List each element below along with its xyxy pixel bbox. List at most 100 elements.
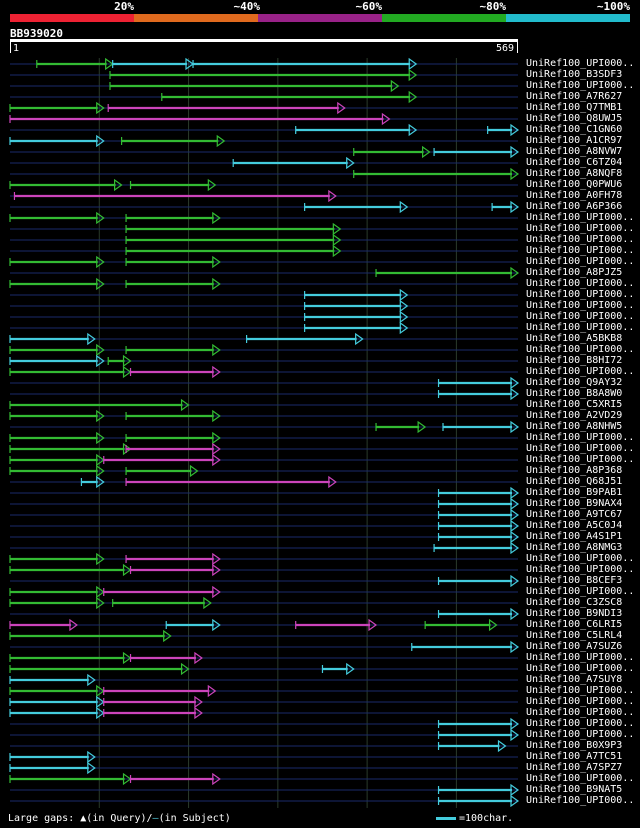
hit-segment[interactable] [9,464,105,478]
hit-segment[interactable] [9,673,96,687]
hit-label[interactable]: UniRef100_A8P368 [526,465,623,476]
hit-segment[interactable] [165,618,221,632]
hit-segment[interactable] [112,596,212,610]
hit-label[interactable]: UniRef100_UPI000.. [526,729,635,740]
hit-segment[interactable] [487,123,520,137]
hit-label[interactable]: UniRef100_UPI000.. [526,685,635,696]
hit-segment[interactable] [129,563,221,577]
hit-segment[interactable] [9,453,105,467]
hit-label[interactable]: UniRef100_UPI000.. [526,432,635,443]
hit-segment[interactable] [129,772,221,786]
hit-label[interactable]: UniRef100_A9TC67 [526,509,623,520]
hit-label[interactable]: UniRef100_UPI000.. [526,553,635,564]
hit-segment[interactable] [437,387,520,401]
hit-segment[interactable] [107,354,132,368]
hit-segment[interactable] [9,365,132,379]
hit-label[interactable]: UniRef100_B9NAT5 [526,784,623,795]
hit-label[interactable]: UniRef100_UPI000.. [526,707,635,718]
hit-segment[interactable] [125,255,221,269]
hit-segment[interactable] [9,585,105,599]
hit-segment[interactable] [437,783,520,797]
hit-segment[interactable] [433,145,520,159]
hit-segment[interactable] [129,178,217,192]
hit-label[interactable]: UniRef100_UPI000.. [526,223,635,234]
hit-label[interactable]: UniRef100_B8A8W0 [526,388,623,399]
hit-segment[interactable] [295,123,418,137]
hit-segment[interactable] [437,486,520,500]
hit-segment[interactable] [9,772,132,786]
hit-segment[interactable] [109,68,418,82]
hit-label[interactable]: UniRef100_A5C0J4 [526,520,623,531]
hit-label[interactable]: UniRef100_UPI000.. [526,366,635,377]
hit-segment[interactable] [9,695,105,709]
hit-label[interactable]: UniRef100_A1CR97 [526,135,623,146]
hit-label[interactable]: UniRef100_A7TC51 [526,751,623,762]
hit-segment[interactable] [129,651,203,665]
hit-segment[interactable] [437,728,520,742]
hit-label[interactable]: UniRef100_B9NDI3 [526,608,623,619]
hit-label[interactable]: UniRef100_UPI000.. [526,773,635,784]
hit-label[interactable]: UniRef100_UPI000.. [526,718,635,729]
hit-segment[interactable] [353,167,520,181]
hit-label[interactable]: UniRef100_UPI000.. [526,80,635,91]
hit-segment[interactable] [9,618,78,632]
hit-segment[interactable] [433,541,520,555]
hit-segment[interactable] [107,101,346,115]
hit-segment[interactable] [442,420,520,434]
hit-label[interactable]: UniRef100_Q0PWU6 [526,179,623,190]
hit-segment[interactable] [9,409,105,423]
hit-segment[interactable] [192,57,418,71]
hit-segment[interactable] [103,453,221,467]
hit-label[interactable]: UniRef100_UPI000.. [526,696,635,707]
hit-label[interactable]: UniRef100_UPI000.. [526,245,635,256]
hit-segment[interactable] [304,288,409,302]
hit-segment[interactable] [125,343,221,357]
hit-label[interactable]: UniRef100_Q8UWJ5 [526,113,623,124]
hit-segment[interactable] [125,233,342,247]
hit-label[interactable]: UniRef100_C3ZSC8 [526,597,623,608]
hit-segment[interactable] [353,145,431,159]
hit-segment[interactable] [437,530,520,544]
hit-segment[interactable] [36,57,114,71]
hit-segment[interactable] [437,574,520,588]
hit-label[interactable]: UniRef100_C5XRI5 [526,399,623,410]
hit-segment[interactable] [9,112,391,126]
hit-label[interactable]: UniRef100_Q9AY32 [526,377,623,388]
hit-label[interactable]: UniRef100_A2VD29 [526,410,623,421]
hit-segment[interactable] [437,717,520,731]
hit-segment[interactable] [9,255,105,269]
hit-segment[interactable] [161,90,418,104]
hit-segment[interactable] [125,222,342,236]
hit-segment[interactable] [9,343,105,357]
hit-label[interactable]: UniRef100_UPI000.. [526,212,635,223]
hit-segment[interactable] [9,684,105,698]
hit-label[interactable]: UniRef100_B9NAX4 [526,498,623,509]
hit-label[interactable]: UniRef100_C1GN60 [526,124,623,135]
hit-label[interactable]: UniRef100_A7SUZ6 [526,641,623,652]
hit-segment[interactable] [120,134,226,148]
hit-segment[interactable] [9,101,105,115]
hit-label[interactable]: UniRef100_A8NVW7 [526,146,623,157]
hit-label[interactable]: UniRef100_A8NMG3 [526,542,623,553]
hit-label[interactable]: UniRef100_UPI000.. [526,454,635,465]
hit-segment[interactable] [125,277,221,291]
hit-label[interactable]: UniRef100_UPI000.. [526,234,635,245]
hit-label[interactable]: UniRef100_UPI000.. [526,663,635,674]
hit-segment[interactable] [9,706,105,720]
hit-segment[interactable] [424,618,498,632]
hit-label[interactable]: UniRef100_B3SDF3 [526,69,623,80]
hit-label[interactable]: UniRef100_C5LRL4 [526,630,623,641]
hit-segment[interactable] [437,519,520,533]
hit-label[interactable]: UniRef100_UPI000.. [526,300,635,311]
hit-segment[interactable] [304,299,409,313]
hit-segment[interactable] [103,585,221,599]
hit-segment[interactable] [245,332,364,346]
hit-segment[interactable] [437,376,520,390]
hit-segment[interactable] [491,200,520,214]
hit-label[interactable]: UniRef100_B8HI72 [526,355,623,366]
hit-segment[interactable] [304,200,409,214]
hit-segment[interactable] [9,332,96,346]
hit-label[interactable]: UniRef100_UPI000.. [526,443,635,454]
hit-segment[interactable] [103,695,203,709]
hit-segment[interactable] [304,321,409,335]
